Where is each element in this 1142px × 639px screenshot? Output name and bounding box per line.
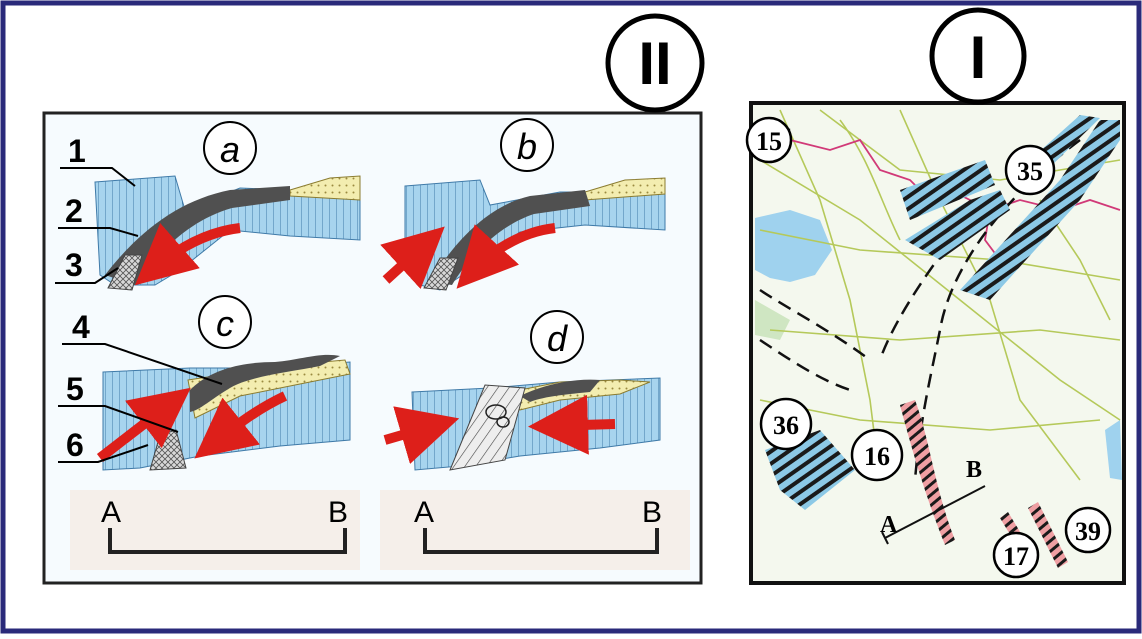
legend-5: 5 bbox=[66, 371, 84, 407]
roman-ii-badge: II bbox=[605, 13, 705, 113]
zone-badge-17: 17 bbox=[992, 531, 1040, 579]
legend-1: 1 bbox=[68, 133, 86, 169]
svg-text:39: 39 bbox=[1075, 517, 1101, 546]
map-section-start: A bbox=[880, 512, 898, 538]
blue-zone-2 bbox=[905, 190, 1010, 260]
section-left-start: A bbox=[101, 496, 121, 529]
arrow-b-right bbox=[456, 223, 556, 289]
arrow-d-right bbox=[528, 394, 616, 455]
subfigure-d: d bbox=[383, 310, 661, 471]
section-right-start: A bbox=[414, 496, 434, 529]
subfigure-d-label: d bbox=[547, 318, 568, 359]
section-line bbox=[884, 485, 986, 539]
section-right-end: B bbox=[642, 496, 662, 529]
panel-i: I bbox=[745, 7, 1126, 585]
arrow-b-left bbox=[380, 226, 445, 290]
section-bars: A B A B bbox=[70, 490, 690, 570]
roman-i-label: I bbox=[970, 24, 987, 91]
arrow-a bbox=[134, 223, 241, 286]
roman-i-badge: I bbox=[929, 7, 1027, 105]
blue-zone-3 bbox=[960, 120, 1120, 300]
zone-badge-16: 16 bbox=[850, 428, 904, 482]
subfigure-c: c bbox=[96, 295, 351, 471]
legend-6: 6 bbox=[66, 427, 84, 463]
legend: 1 2 3 4 5 6 bbox=[55, 133, 223, 463]
lake bbox=[755, 210, 832, 282]
subfigure-b-label: b bbox=[517, 126, 537, 167]
svg-text:16: 16 bbox=[864, 442, 890, 471]
svg-text:36: 36 bbox=[773, 411, 799, 440]
zone-badge-39: 39 bbox=[1064, 506, 1112, 554]
zone-badges: 15 35 36 16 17 39 bbox=[745, 116, 1112, 579]
zone-badge-35: 35 bbox=[1004, 144, 1056, 196]
layer-fault-d bbox=[449, 384, 526, 471]
layer-dark-c bbox=[190, 354, 340, 412]
subfigure-b: b bbox=[380, 118, 666, 291]
legend-4: 4 bbox=[72, 309, 90, 345]
svg-text:15: 15 bbox=[756, 127, 782, 156]
arrow-d-left bbox=[383, 406, 460, 464]
section-bar-left bbox=[108, 528, 347, 554]
zone-badge-15: 15 bbox=[745, 116, 793, 164]
map-section-end: B bbox=[966, 457, 982, 483]
legend-3: 3 bbox=[65, 247, 83, 283]
arrow-c-left bbox=[96, 387, 191, 462]
pink-zone-39 bbox=[1028, 502, 1068, 568]
legend-2: 2 bbox=[65, 193, 83, 229]
subfigure-c-label: c bbox=[216, 303, 234, 344]
section-bar-right bbox=[423, 528, 659, 554]
blue-zone-1 bbox=[900, 160, 995, 220]
section-left-end: B bbox=[328, 496, 348, 529]
subfigure-a-label: a bbox=[220, 129, 240, 170]
subfigure-a: a bbox=[94, 121, 361, 291]
zone-badge-36: 36 bbox=[759, 397, 813, 451]
land-patch bbox=[755, 300, 790, 340]
lake-east bbox=[1105, 420, 1122, 480]
svg-text:35: 35 bbox=[1017, 157, 1043, 186]
svg-text:17: 17 bbox=[1003, 542, 1029, 571]
pebble-1 bbox=[485, 404, 507, 420]
arrow-c-right bbox=[194, 391, 288, 459]
panel-ii: II a b c bbox=[42, 13, 705, 585]
pebble-2 bbox=[496, 416, 510, 428]
roman-ii-label: II bbox=[638, 30, 671, 97]
